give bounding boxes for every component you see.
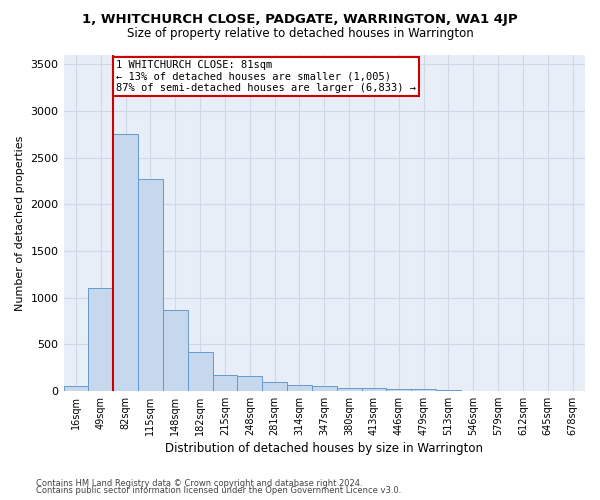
- Text: Contains HM Land Registry data © Crown copyright and database right 2024.: Contains HM Land Registry data © Crown c…: [36, 478, 362, 488]
- Bar: [312, 386, 337, 391]
- Bar: [262, 382, 287, 391]
- Bar: [337, 388, 362, 391]
- Bar: [362, 388, 386, 391]
- Bar: [386, 389, 411, 391]
- Bar: [411, 389, 436, 391]
- Bar: [212, 375, 238, 391]
- Bar: [287, 385, 312, 391]
- Bar: [188, 352, 212, 391]
- Bar: [113, 134, 138, 391]
- Bar: [138, 179, 163, 391]
- X-axis label: Distribution of detached houses by size in Warrington: Distribution of detached houses by size …: [165, 442, 483, 455]
- Text: Size of property relative to detached houses in Warrington: Size of property relative to detached ho…: [127, 28, 473, 40]
- Bar: [64, 386, 88, 391]
- Bar: [238, 376, 262, 391]
- Bar: [163, 310, 188, 391]
- Y-axis label: Number of detached properties: Number of detached properties: [15, 135, 25, 310]
- Bar: [88, 288, 113, 391]
- Text: Contains public sector information licensed under the Open Government Licence v3: Contains public sector information licen…: [36, 486, 401, 495]
- Text: 1, WHITCHURCH CLOSE, PADGATE, WARRINGTON, WA1 4JP: 1, WHITCHURCH CLOSE, PADGATE, WARRINGTON…: [82, 12, 518, 26]
- Text: 1 WHITCHURCH CLOSE: 81sqm
← 13% of detached houses are smaller (1,005)
87% of se: 1 WHITCHURCH CLOSE: 81sqm ← 13% of detac…: [116, 60, 416, 93]
